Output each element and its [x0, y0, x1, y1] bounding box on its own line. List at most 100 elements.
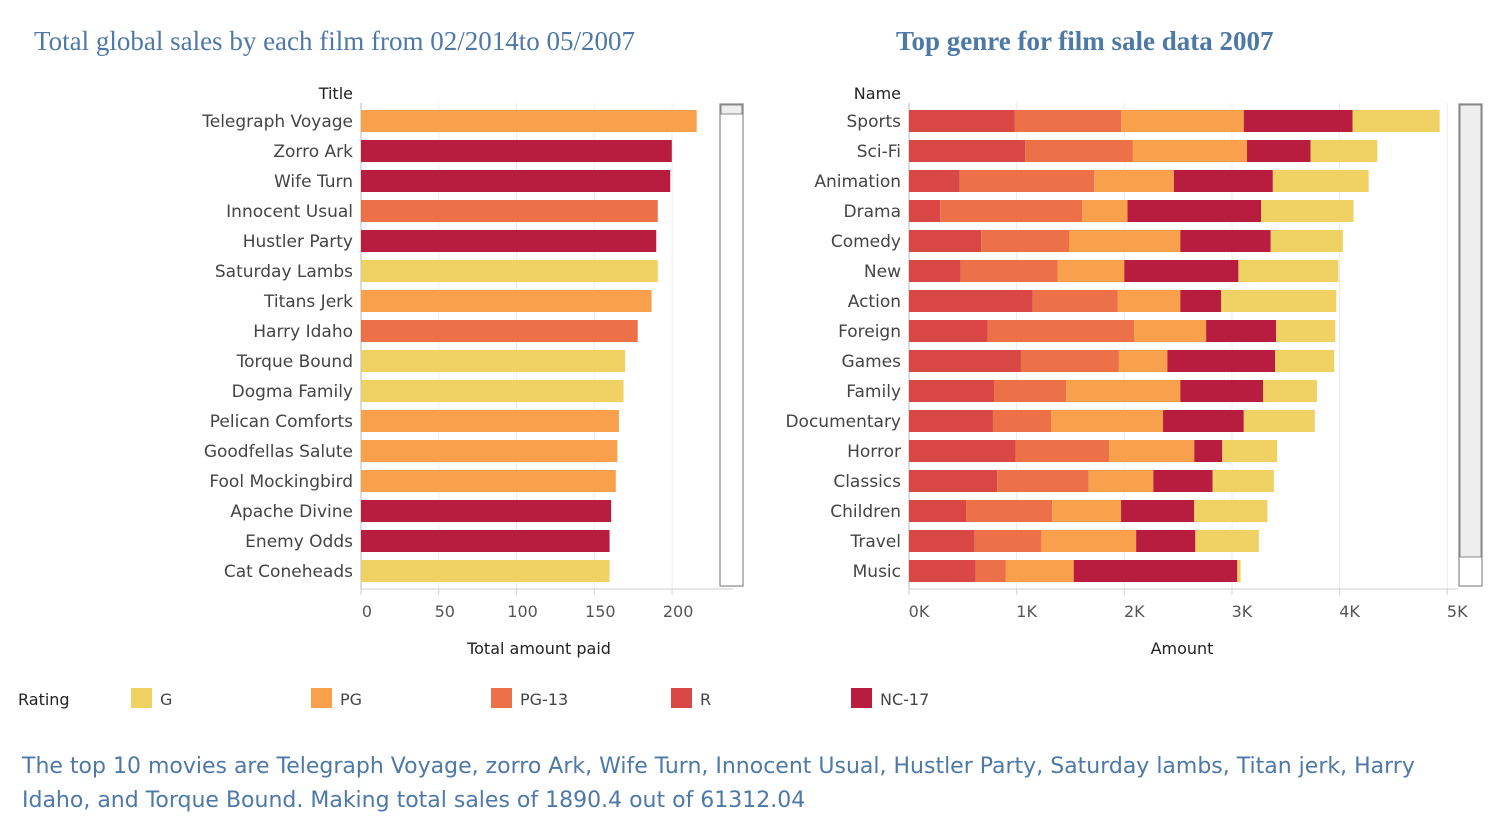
bar-segment: [1132, 140, 1248, 162]
bar-segment: [1121, 110, 1244, 132]
category-label: Sports: [847, 112, 902, 132]
bar-segment: [1261, 200, 1354, 222]
bar-segment: [1180, 290, 1222, 312]
bar: [361, 170, 671, 192]
bar-segment: [1237, 560, 1241, 582]
bar-segment: [1127, 200, 1262, 222]
bar-segment: [994, 380, 1067, 402]
bar-segment: [909, 290, 1033, 312]
bar-segment: [974, 530, 1042, 552]
bar-segment: [1051, 410, 1164, 432]
bar-segment: [1221, 290, 1337, 312]
bar-segment: [1124, 260, 1239, 282]
bar-segment: [1163, 410, 1244, 432]
column-header: Title: [318, 84, 353, 103]
bar-segment: [987, 320, 1134, 342]
legend-swatch: [311, 688, 332, 708]
bar-segment: [1094, 170, 1174, 192]
bar-segment: [1263, 380, 1317, 402]
x-axis-title: Amount: [1151, 639, 1214, 658]
right-chart-title: Top genre for film sale data 2007: [896, 26, 1274, 56]
bar: [361, 350, 626, 372]
bar-segment: [1212, 470, 1274, 492]
category-label: Music: [853, 562, 901, 582]
bar-segment: [1057, 260, 1125, 282]
bar-segment: [1194, 500, 1268, 522]
bar-segment: [1276, 320, 1336, 342]
category-label: Pelican Comforts: [210, 412, 353, 432]
category-label: Hustler Party: [243, 232, 353, 252]
bar-segment: [1194, 440, 1223, 462]
category-label: Games: [842, 352, 902, 372]
bar-segment: [1247, 140, 1311, 162]
bar-segment: [1020, 350, 1119, 372]
x-tick-label: 150: [585, 602, 616, 621]
bar: [361, 530, 610, 552]
category-label: Family: [846, 382, 901, 402]
bar-segment: [1005, 560, 1074, 582]
left-chart-title: Total global sales by each film from 02/…: [34, 26, 636, 56]
bar-segment: [1082, 200, 1128, 222]
x-tick-label: 2K: [1124, 602, 1145, 621]
bar-segment: [1173, 170, 1273, 192]
legend-label: PG: [340, 690, 362, 709]
x-tick-label: 3K: [1232, 602, 1253, 621]
x-tick-label: 4K: [1339, 602, 1360, 621]
category-label: Documentary: [785, 412, 901, 432]
bar-segment: [909, 410, 993, 432]
bar: [361, 260, 658, 282]
bar: [361, 470, 616, 492]
category-label: Telegraph Voyage: [201, 112, 353, 132]
scrollbar-track: [719, 103, 744, 587]
bar-segment: [1041, 530, 1137, 552]
x-tick-label: 5K: [1447, 602, 1468, 621]
category-label: Fool Mockingbird: [209, 472, 353, 492]
legend-title: Rating: [18, 690, 70, 709]
legend-label: G: [160, 690, 172, 709]
bar-segment: [1180, 380, 1264, 402]
legend-label: PG-13: [520, 690, 568, 709]
category-label: Saturday Lambs: [215, 262, 353, 282]
bar-segment: [909, 350, 1021, 372]
category-label: Action: [848, 292, 901, 312]
x-axis-title: Total amount paid: [466, 639, 611, 658]
scrollbar-thumb: [1459, 104, 1482, 558]
bar-segment: [909, 470, 998, 492]
bar-segment: [1272, 170, 1369, 192]
bar-segment: [1195, 530, 1259, 552]
x-tick-label: 50: [435, 602, 455, 621]
bar-segment: [909, 380, 995, 402]
bar-segment: [997, 470, 1089, 492]
category-label: Cat Coneheads: [224, 562, 353, 582]
bar-segment: [909, 320, 988, 342]
x-tick-label: 1K: [1016, 602, 1037, 621]
bar-segment: [909, 260, 961, 282]
category-label: Dogma Family: [232, 382, 353, 402]
category-label: Titans Jerk: [263, 292, 353, 312]
category-label: Classics: [833, 472, 901, 492]
bar-segment: [909, 170, 960, 192]
bar-segment: [940, 200, 1083, 222]
bar-segment: [1222, 440, 1278, 462]
bar-segment: [909, 230, 982, 252]
category-label: Zorro Ark: [273, 142, 353, 162]
bar-segment: [1073, 560, 1238, 582]
bar-segment: [1310, 140, 1378, 162]
bar-segment: [992, 410, 1052, 432]
bar-segment: [1118, 350, 1168, 372]
legend-label: R: [700, 690, 711, 709]
category-label: Wife Turn: [274, 172, 353, 192]
bar-segment: [1270, 230, 1343, 252]
x-tick-label: 0: [362, 602, 372, 621]
category-label: Torque Bound: [236, 352, 353, 372]
bar: [361, 380, 624, 402]
legend-swatch: [671, 688, 692, 708]
bar-segment: [1133, 320, 1207, 342]
bar-segment: [1088, 470, 1154, 492]
bar-segment: [1109, 440, 1195, 462]
bar-segment: [909, 140, 1026, 162]
bar-segment: [1206, 320, 1277, 342]
category-label: Enemy Odds: [245, 532, 353, 552]
bar-segment: [966, 500, 1053, 522]
bar-segment: [1052, 500, 1122, 522]
